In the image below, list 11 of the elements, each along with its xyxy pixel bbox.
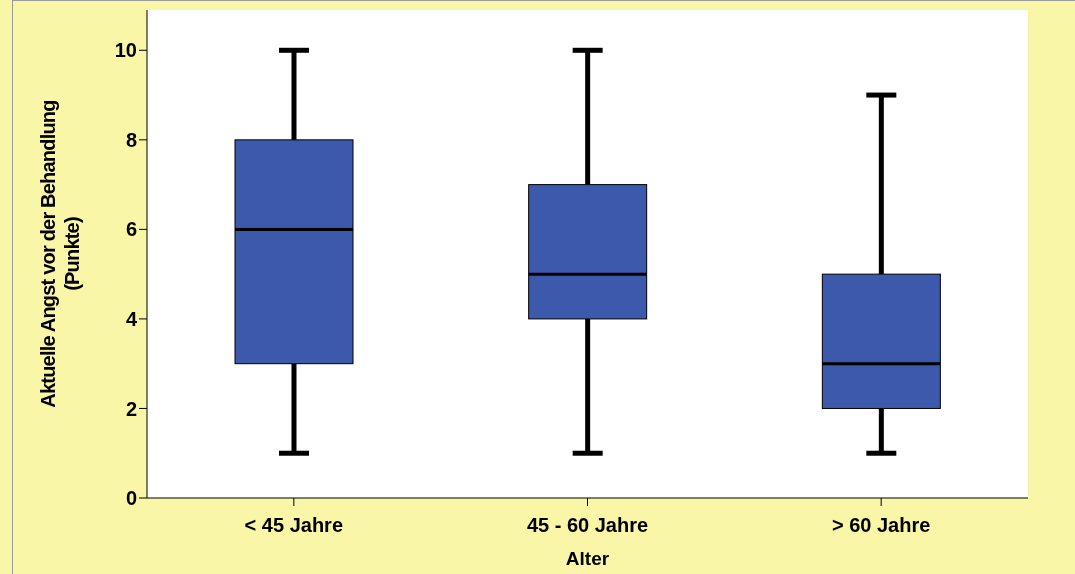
y-axis-title: Aktuelle Angst vor der Behandlung (Punkte) bbox=[36, 99, 84, 410]
y-tick-label: 10 bbox=[114, 39, 137, 62]
x-axis-title: Alter bbox=[564, 548, 611, 570]
y-tick-label: 4 bbox=[125, 308, 138, 331]
x-tick-label: > 60 Jahre bbox=[831, 514, 931, 537]
x-tick-label: < 45 Jahre bbox=[244, 514, 344, 537]
x-tick-label: 45 - 60 Jahre bbox=[526, 514, 649, 537]
y-tick-label: 2 bbox=[125, 397, 137, 420]
y-tick-label: 0 bbox=[125, 487, 137, 510]
y-tick-label: 6 bbox=[125, 218, 137, 241]
y-tick-label: 8 bbox=[125, 128, 137, 151]
